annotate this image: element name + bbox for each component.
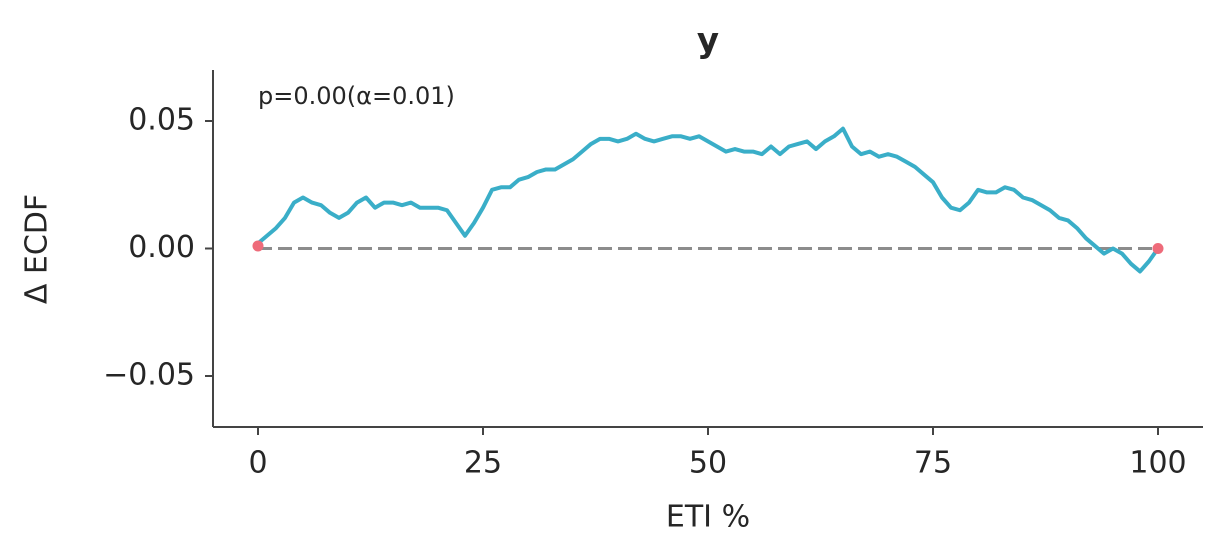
y-tick-label: 0.00 <box>128 230 195 265</box>
series-line <box>256 126 1160 274</box>
chart-title: y <box>697 21 719 61</box>
x-tick-label: 100 <box>1129 446 1186 481</box>
endpoint-marker <box>252 240 264 252</box>
y-tick-label: −0.05 <box>103 358 195 393</box>
y-tick-label: 0.05 <box>128 103 195 138</box>
x-tick-label: 75 <box>914 446 952 481</box>
annotation: p=0.00(α=0.01) <box>258 82 455 110</box>
endpoint-marker <box>1152 243 1164 254</box>
x-axis-label: ETI % <box>666 500 750 535</box>
x-tick-label: 50 <box>689 446 727 481</box>
x-tick-label: 25 <box>464 446 502 481</box>
y-axis-label: Δ ECDF <box>20 194 55 304</box>
x-tick-label: 0 <box>248 446 267 481</box>
